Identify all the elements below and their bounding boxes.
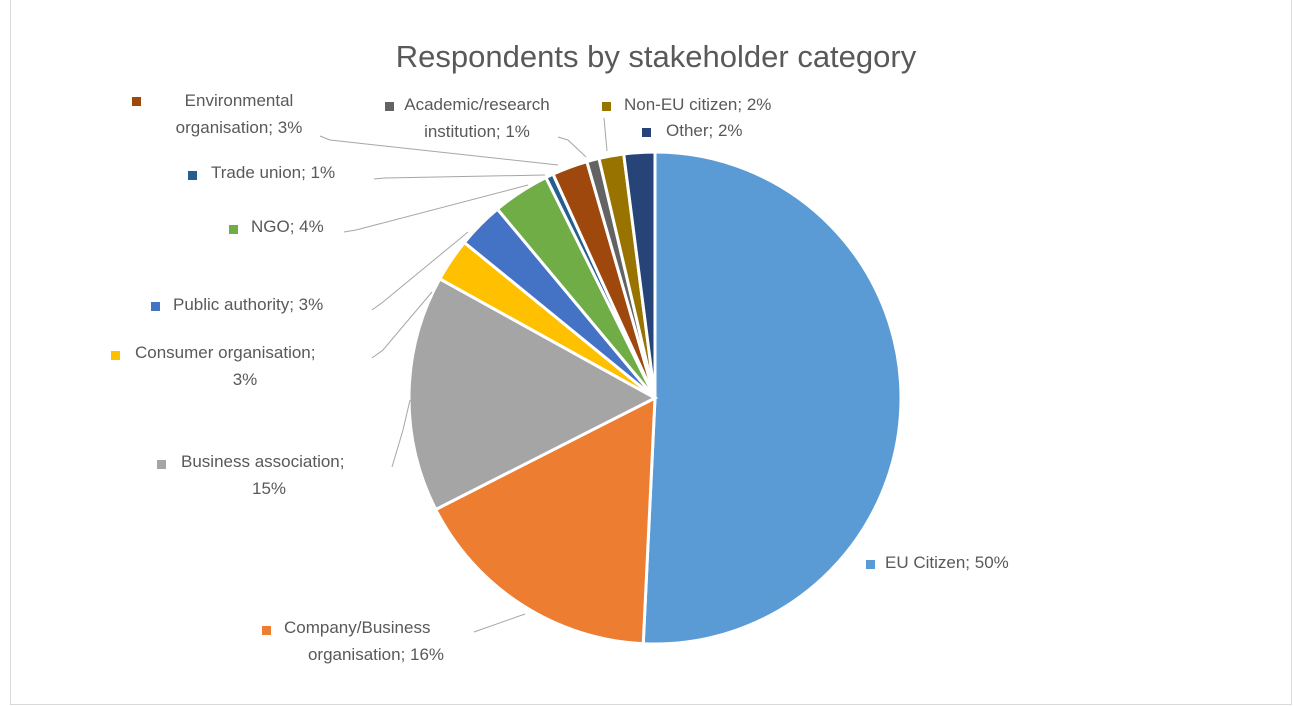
data-label-company-business-organisation-line-1: Company/Business — [284, 618, 430, 637]
legend-key-non-eu-citizen — [602, 102, 611, 111]
leader-line-academic-research-institution — [557, 136, 587, 158]
legend-key-other — [642, 128, 651, 137]
data-labels: EU Citizen; 50% Company/Business organisat… — [111, 91, 1009, 664]
data-label-business-association-line-2: 15% — [252, 479, 286, 498]
data-label-trade-union: Trade union; 1% — [211, 163, 335, 182]
legend-key-business-association — [157, 460, 166, 469]
leader-line-consumer-organisation — [371, 291, 433, 359]
legend-key-trade-union — [188, 171, 197, 180]
data-label-non-eu-citizen: Non-EU citizen; 2% — [624, 95, 771, 114]
legend-key-eu-citizen — [866, 560, 875, 569]
legend-key-ngo — [229, 225, 238, 234]
legend-key-academic-research-institution — [385, 102, 394, 111]
data-label-eu-citizen: EU Citizen; 50% — [885, 553, 1009, 572]
legend-key-public-authority — [151, 302, 160, 311]
data-label-academic-research-institution-line-2: institution; 1% — [424, 122, 530, 141]
data-label-public-authority: Public authority; 3% — [173, 295, 323, 314]
pie-slice-eu-citizen — [641, 150, 903, 646]
pie-slice-business-association — [407, 276, 659, 512]
pie-slice-other — [622, 150, 657, 399]
data-label-other: Other; 2% — [666, 121, 743, 140]
data-label-environmental-organisation-line-2: organisation; 3% — [176, 118, 303, 137]
data-label-consumer-organisation-line-2: 3% — [233, 370, 258, 389]
data-label-consumer-organisation-line-1: Consumer organisation; — [135, 343, 315, 362]
leader-line-business-association — [391, 399, 411, 468]
leader-line-public-authority — [371, 231, 469, 311]
pie-slices — [407, 150, 903, 646]
leader-line-trade-union — [373, 174, 546, 180]
legend-key-consumer-organisation — [111, 351, 120, 360]
data-label-ngo: NGO; 4% — [251, 217, 324, 236]
leader-line-ngo — [343, 184, 529, 233]
leader-lines — [319, 117, 608, 633]
data-label-academic-research-institution-line-1: Academic/research — [404, 95, 550, 114]
pie-slice-company-business-organisation — [433, 395, 657, 646]
leader-line-company-business-organisation — [473, 613, 526, 633]
legend-key-environmental-organisation — [132, 97, 141, 106]
chart-title: Respondents by stakeholder category — [396, 39, 917, 74]
data-label-environmental-organisation-line-1: Environmental — [185, 91, 294, 110]
data-label-business-association-line-1: Business association; — [181, 452, 344, 471]
data-label-company-business-organisation-line-2: organisation; 16% — [308, 645, 444, 664]
legend-key-company-business-organisation — [262, 626, 271, 635]
leader-line-non-eu-citizen — [603, 117, 608, 152]
leader-line-environmental-organisation — [319, 135, 559, 166]
